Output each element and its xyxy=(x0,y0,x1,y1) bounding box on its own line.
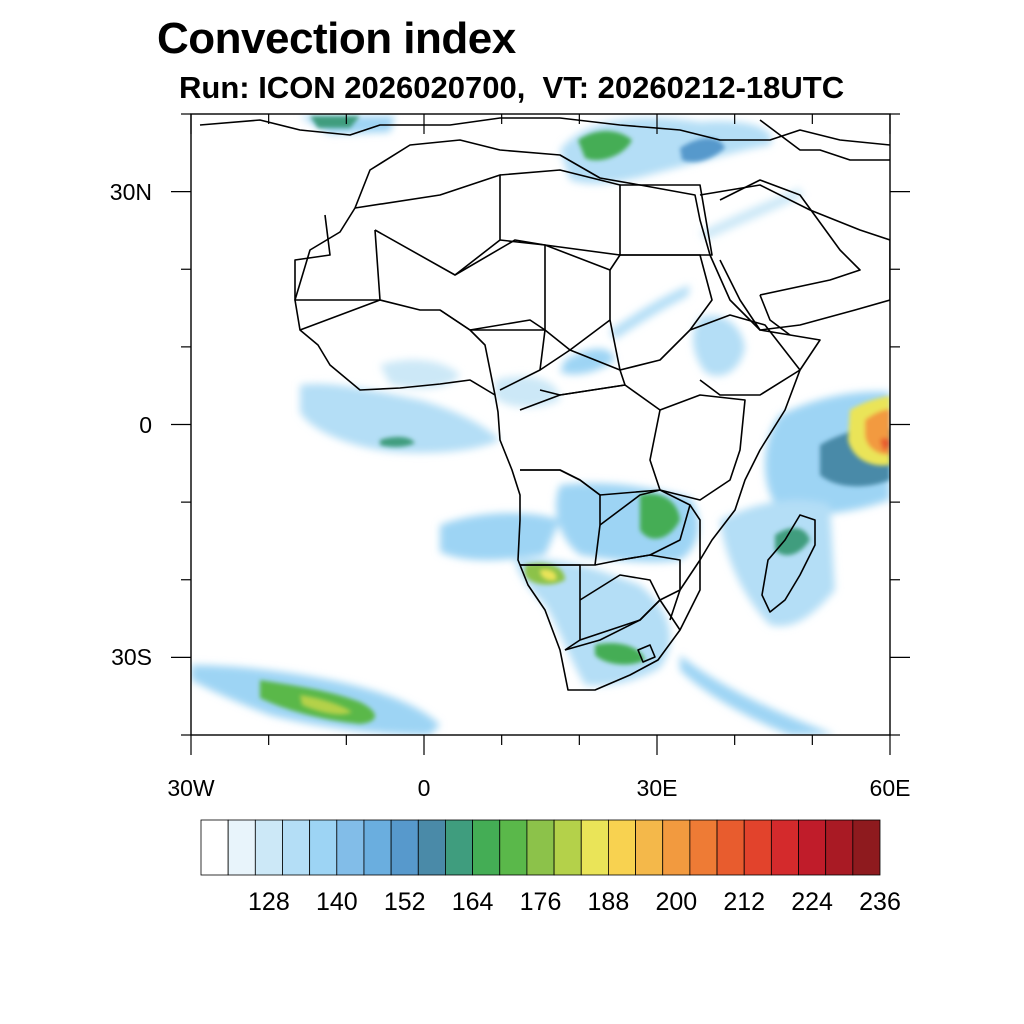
colorbar-swatch xyxy=(635,819,664,876)
colorbar-swatch xyxy=(770,819,799,876)
colorbar-label: 140 xyxy=(315,888,358,916)
colorbar-label: 128 xyxy=(248,888,290,916)
border-egypt xyxy=(620,184,713,256)
colorbar-swatch xyxy=(254,819,283,876)
patch-mozambique-channel xyxy=(720,500,835,627)
colorbar-swatch xyxy=(363,819,392,876)
colorbar xyxy=(200,819,881,876)
colorbar-swatch xyxy=(282,819,311,876)
lon-label: 30W xyxy=(167,775,215,801)
colorbar-swatch xyxy=(743,819,772,876)
colorbar-label: 224 xyxy=(791,888,833,916)
lon-label: 30E xyxy=(636,775,678,801)
colorbar-swatch xyxy=(608,819,636,876)
colorbar-label: 212 xyxy=(723,888,766,916)
patch-arabia-streak xyxy=(700,188,803,240)
convection-field xyxy=(191,116,890,735)
colorbar-swatch xyxy=(445,819,474,876)
mid-north-top xyxy=(310,116,360,128)
coast-arabia xyxy=(699,184,890,331)
patch-west-africa xyxy=(380,359,460,389)
colorbar-swatch xyxy=(825,819,854,876)
colorbar-swatch xyxy=(200,819,229,876)
country-borders xyxy=(199,117,890,691)
coast-mediterranean-north xyxy=(199,117,890,146)
coast-red-sea-east xyxy=(759,294,791,336)
border-europe-inner xyxy=(759,119,890,161)
lat-label: 0 xyxy=(139,411,152,438)
border-lesotho xyxy=(637,644,656,663)
border-drc xyxy=(519,384,661,496)
colorbar-swatch xyxy=(798,819,827,876)
patch-congo xyxy=(495,376,560,408)
border-car xyxy=(539,349,626,396)
colorbar-swatch xyxy=(336,819,365,876)
border-mali-mauritania xyxy=(294,214,381,301)
border-algeria xyxy=(354,174,501,276)
border-mozambique xyxy=(669,504,701,621)
patch-sahel-streak xyxy=(610,285,690,340)
colorbar-swatch xyxy=(716,819,745,876)
border-nigeria xyxy=(469,319,546,391)
patch-angola-atlantic xyxy=(440,513,560,561)
colorbar-swatch xyxy=(689,819,718,876)
patch-se-ocean-streak xyxy=(680,655,835,735)
map-subtitle: Run: ICON 2026020700, VT: 20260212-18UTC xyxy=(179,70,845,105)
convection-high-patches xyxy=(300,396,890,715)
mid-guinea xyxy=(380,436,415,448)
colorbar-label: 236 xyxy=(859,888,901,916)
colorbar-swatch xyxy=(553,819,582,876)
border-niger xyxy=(439,239,546,331)
colorbar-swatch xyxy=(417,819,446,876)
colorbar-swatch xyxy=(499,819,528,876)
mid-mediterranean xyxy=(578,131,632,161)
colorbar-swatch xyxy=(390,819,419,876)
colorbar-swatch xyxy=(662,819,691,876)
colorbar-label: 164 xyxy=(451,888,494,916)
colorbar-swatch xyxy=(852,819,881,876)
colorbar-swatch xyxy=(227,819,256,876)
patch-guinea-band xyxy=(300,383,500,453)
border-arabia-inner xyxy=(719,179,861,296)
colorbar-swatch xyxy=(580,819,609,876)
africa-coastline xyxy=(294,139,821,691)
lon-label: 0 xyxy=(417,775,431,801)
high-south-atlantic xyxy=(300,695,352,715)
colorbar-label: 176 xyxy=(519,888,562,916)
coast-madagascar xyxy=(761,514,816,613)
border-kenya-tanzania xyxy=(659,394,746,501)
lon-label: 60E xyxy=(869,775,911,801)
patch-ethiopia xyxy=(693,315,745,376)
border-chad xyxy=(544,244,611,351)
colorbar-swatch xyxy=(526,819,555,876)
map-title: Convection index xyxy=(157,14,516,63)
lat-label: 30S xyxy=(111,644,152,671)
border-sudan xyxy=(609,254,713,371)
high-namibia xyxy=(540,569,557,581)
colorbar-label: 188 xyxy=(587,888,630,916)
high-indian-ocean-red xyxy=(880,437,890,452)
colorbar-swatch xyxy=(309,819,338,876)
patch-sudan xyxy=(560,348,615,375)
border-south-africa xyxy=(564,599,681,651)
convection-low-patches xyxy=(191,116,890,735)
colorbar-swatch xyxy=(472,819,501,876)
mid-aegean xyxy=(680,138,725,162)
colorbar-label: 152 xyxy=(383,888,426,916)
border-ethiopia xyxy=(689,314,801,396)
colorbar-label: 200 xyxy=(655,888,698,916)
mid-south-africa xyxy=(595,643,645,665)
border-zimbabwe xyxy=(619,554,681,601)
axis-ticks xyxy=(171,113,910,755)
mid-madagascar xyxy=(775,528,810,556)
border-west-coast xyxy=(299,299,496,396)
mid-zambia xyxy=(640,493,680,539)
lat-label: 30N xyxy=(109,178,152,205)
